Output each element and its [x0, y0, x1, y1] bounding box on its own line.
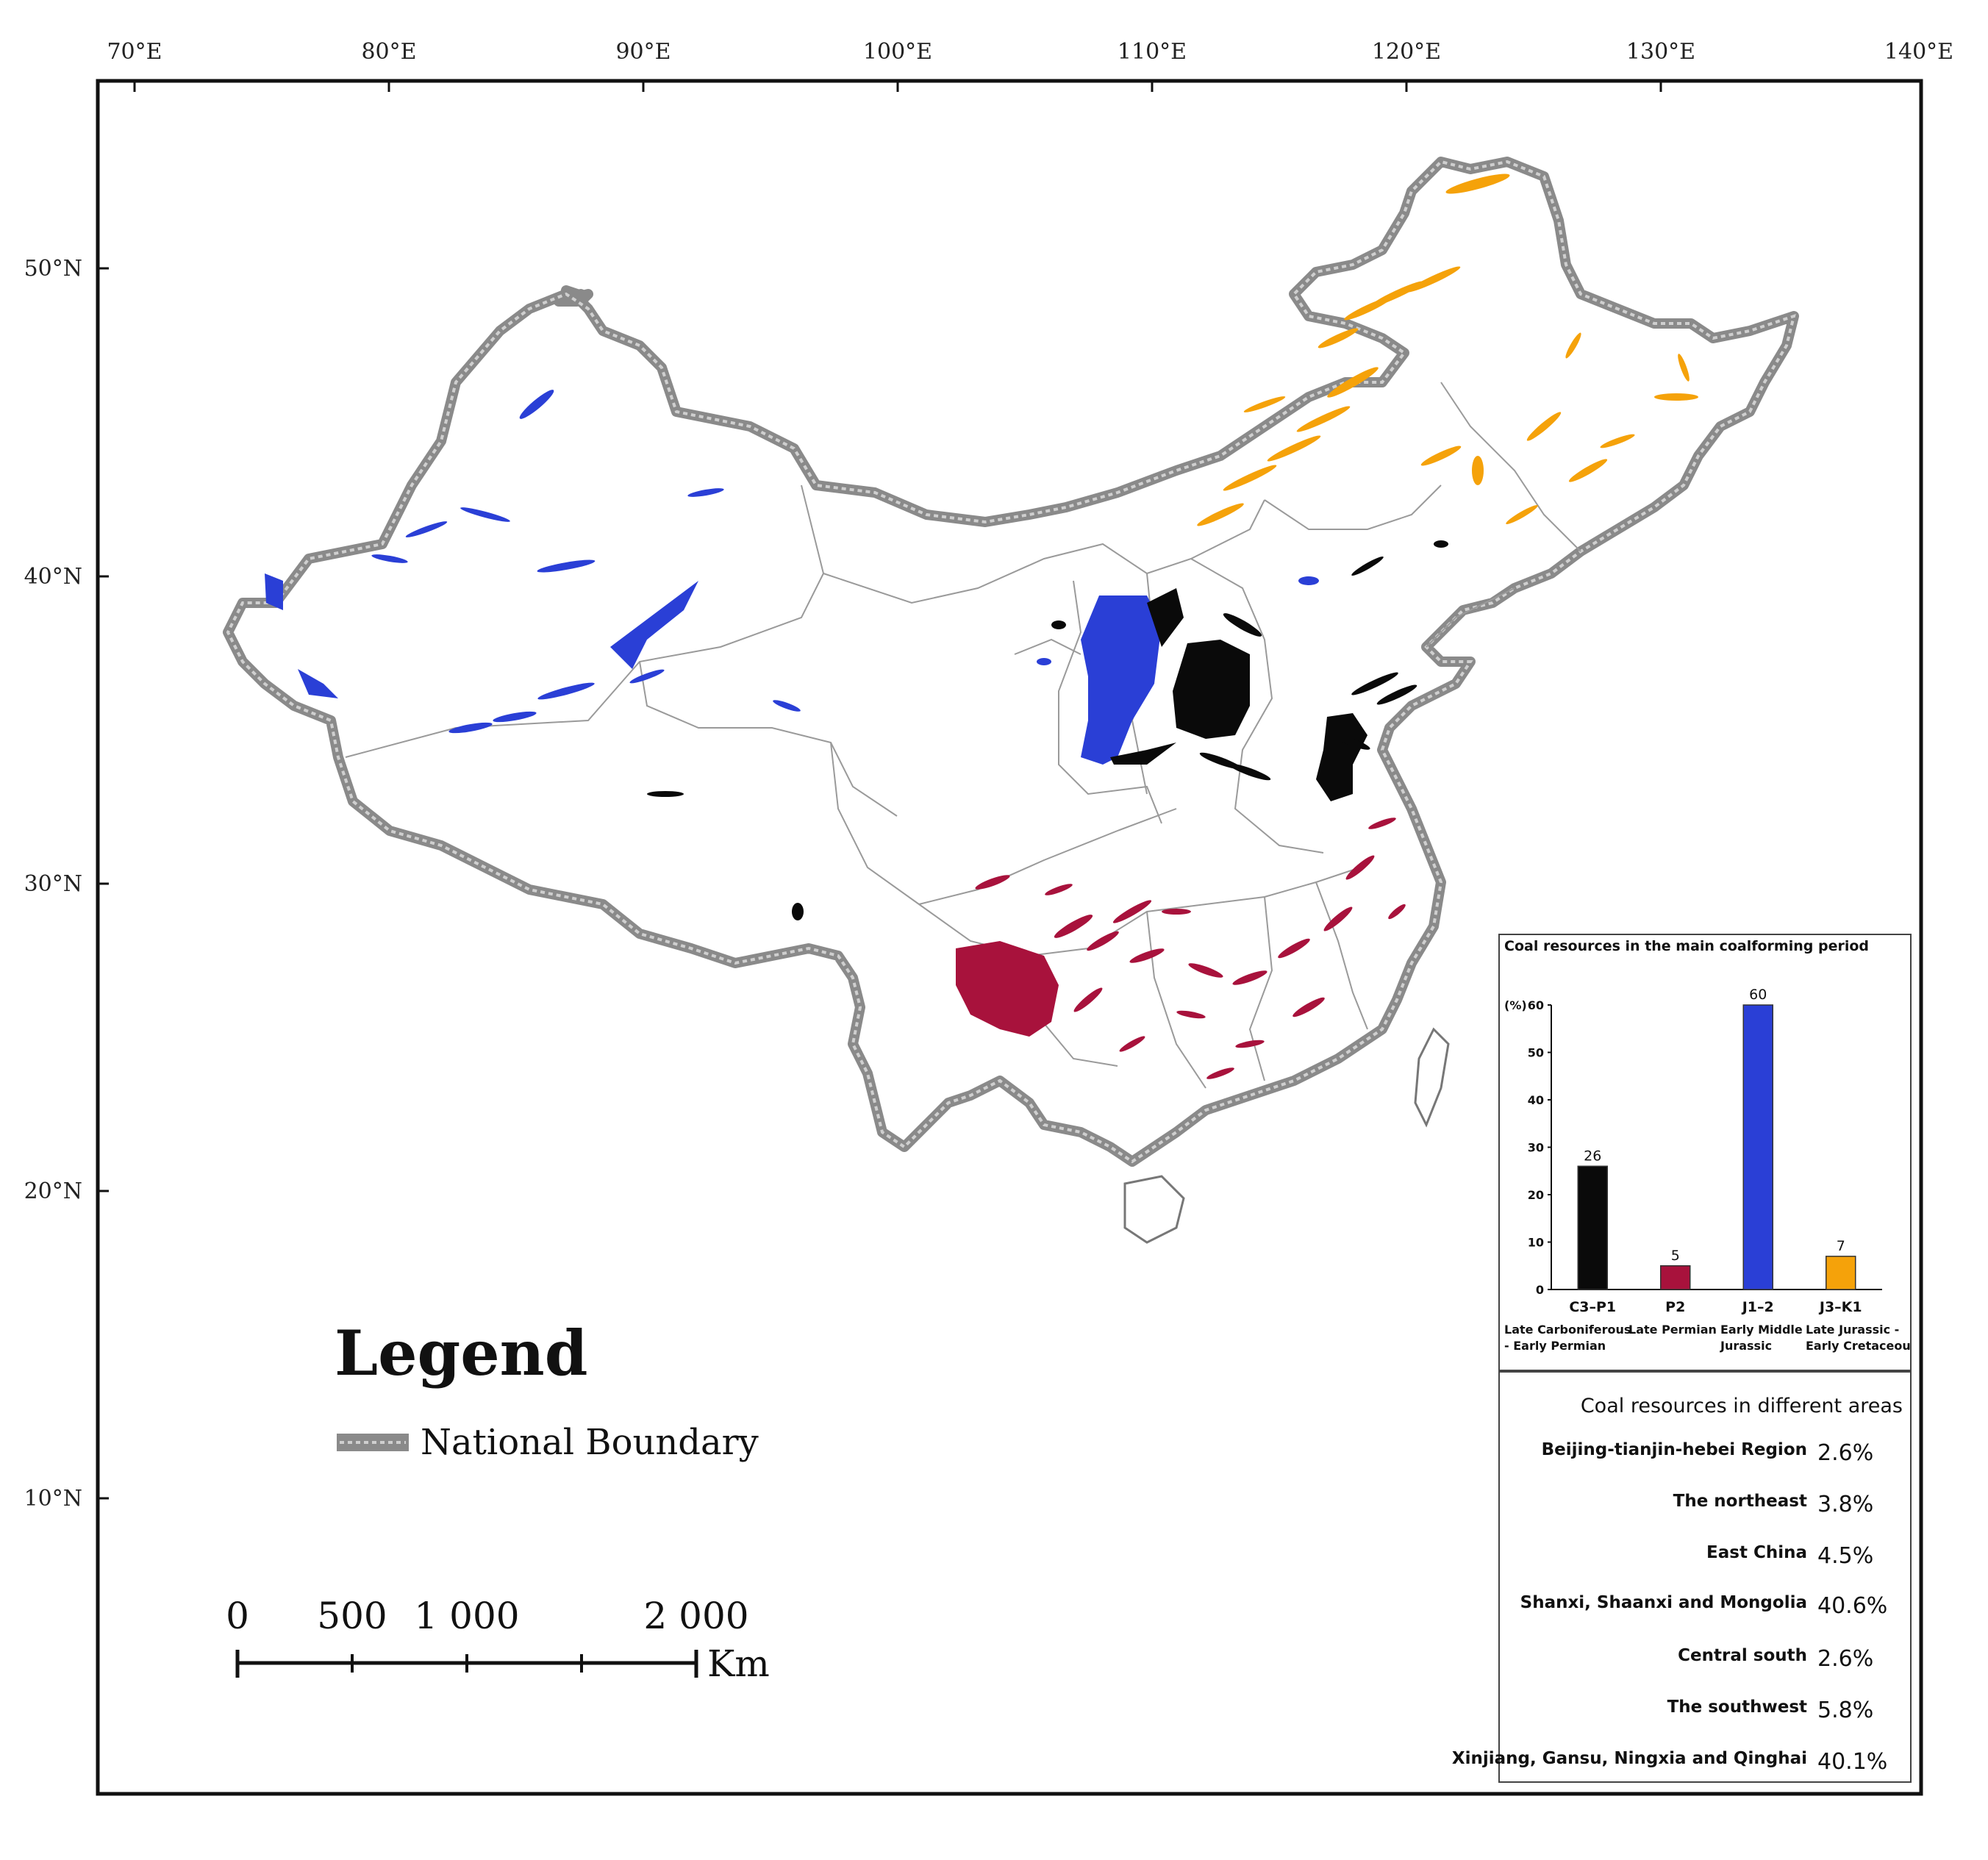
area-row: East China 4.5%	[1500, 1543, 1910, 1573]
area-name: Beijing-tianjin-hebei Region	[1541, 1440, 1807, 1459]
scale-bar: 0 500 1 000 2 000 Km	[226, 1595, 770, 1685]
area-row: Central south 2.6%	[1500, 1646, 1910, 1675]
area-name: Shanxi, Shaanxi and Mongolia	[1520, 1593, 1807, 1612]
y-tick-label: 30	[1528, 1141, 1544, 1155]
x-category-label: J3–K1	[1818, 1299, 1862, 1315]
area-value: 40.1%	[1817, 1749, 1888, 1775]
scale-label: 1 000	[414, 1595, 519, 1637]
map-frame	[96, 79, 1923, 1796]
scale-label: 500	[317, 1595, 387, 1637]
bar-j1-2	[1742, 1004, 1773, 1290]
chart-title: Coal resources in the main coalforming p…	[1504, 938, 1869, 954]
area-row: The northeast 3.8%	[1500, 1492, 1910, 1521]
legend-title: Legend	[335, 1317, 588, 1389]
lat-label: 30°N	[24, 871, 82, 897]
bar-value-label: 5	[1671, 1248, 1680, 1264]
lat-label: 10°N	[24, 1486, 82, 1512]
y-tick-label: 10	[1528, 1236, 1544, 1250]
y-tick-label: 60	[1528, 998, 1544, 1012]
y-axis-label: (%)	[1504, 998, 1527, 1012]
coal-field-early-middle-jurassic	[265, 390, 1319, 765]
bar-j3-k1	[1826, 1256, 1856, 1290]
lon-label: 70°E	[107, 39, 162, 65]
area-value: 5.8%	[1817, 1698, 1874, 1723]
area-name: The northeast	[1673, 1492, 1807, 1511]
area-name: The southwest	[1667, 1698, 1807, 1717]
lon-label: 140°E	[1884, 39, 1953, 65]
area-value: 2.6%	[1817, 1440, 1874, 1466]
scale-label: 0	[226, 1595, 249, 1637]
area-row: Xinjiang, Gansu, Ningxia and Qinghai 40.…	[1452, 1749, 1910, 1778]
scale-unit: Km	[707, 1642, 770, 1685]
area-row: The southwest 5.8%	[1500, 1698, 1910, 1727]
area-name: East China	[1706, 1543, 1807, 1562]
area-value: 2.6%	[1817, 1646, 1874, 1672]
coal-areas-table: Coal resources in different areas Beijin…	[1452, 1371, 1912, 1783]
bar-value-label: 7	[1837, 1238, 1845, 1254]
y-tick-label: 20	[1528, 1188, 1544, 1202]
coal-field-late-permian	[956, 818, 1406, 1079]
lat-label: 50°N	[24, 256, 82, 282]
taiwan-island	[1414, 1027, 1450, 1128]
x-category-label: P2	[1665, 1299, 1685, 1315]
bar-p2	[1660, 1265, 1691, 1290]
area-value: 40.6%	[1817, 1593, 1888, 1619]
bar-value-label: 26	[1584, 1148, 1601, 1164]
scale-label: 2 000	[643, 1595, 748, 1637]
x-category-label: C3–P1	[1569, 1299, 1616, 1315]
coal-field-late-carboniferous-early-permian	[647, 540, 1448, 920]
area-row: Shanxi, Shaanxi and Mongolia 40.6%	[1500, 1593, 1910, 1623]
period-label: Early Middle Jurassic	[1720, 1323, 1803, 1353]
longitude-axis: 70°E 80°E 90°E 100°E 110°E 120°E 130°E 1…	[107, 39, 1953, 92]
x-category-label: J1–2	[1741, 1299, 1774, 1315]
coal-period-chart: Coal resources in the main coalforming p…	[1498, 934, 1912, 1371]
latitude-axis: 50°N 40°N 30°N 20°N 10°N	[24, 256, 109, 1512]
lon-label: 120°E	[1372, 39, 1441, 65]
coal-field-late-jurassic-early-cretaceous	[1197, 174, 1698, 526]
bar-chart-svg: 0102030405060(%)26C3–P15P260J1–27J3–K1La…	[1504, 987, 1910, 1353]
lon-label: 110°E	[1118, 39, 1187, 65]
lon-label: 80°E	[361, 39, 416, 65]
lon-label: 130°E	[1626, 39, 1695, 65]
area-value: 3.8%	[1817, 1492, 1874, 1517]
area-name: Central south	[1678, 1646, 1807, 1665]
area-value: 4.5%	[1817, 1543, 1874, 1569]
y-tick-label: 40	[1528, 1093, 1544, 1107]
areas-title: Coal resources in different areas	[1580, 1395, 1903, 1417]
lat-label: 20°N	[24, 1178, 82, 1204]
lon-label: 90°E	[615, 39, 671, 65]
legend-boundary-label: National Boundary	[421, 1422, 759, 1463]
area-name: Xinjiang, Gansu, Ningxia and Qinghai	[1451, 1749, 1807, 1768]
lon-label: 100°E	[863, 39, 932, 65]
lat-label: 40°N	[24, 564, 82, 590]
period-label: Late Carboniferous - Early Permian	[1504, 1323, 1631, 1353]
hainan-island	[1123, 1175, 1185, 1244]
y-tick-label: 50	[1528, 1046, 1544, 1060]
bar-c3-p1	[1577, 1165, 1608, 1290]
period-label: Late Permian	[1628, 1323, 1717, 1337]
period-label: Late Jurassic -Early Cretaceous	[1806, 1323, 1910, 1353]
bar-value-label: 60	[1749, 987, 1767, 1003]
y-tick-label: 0	[1536, 1283, 1544, 1297]
area-row: Beijing-tianjin-hebei Region 2.6%	[1500, 1440, 1910, 1470]
